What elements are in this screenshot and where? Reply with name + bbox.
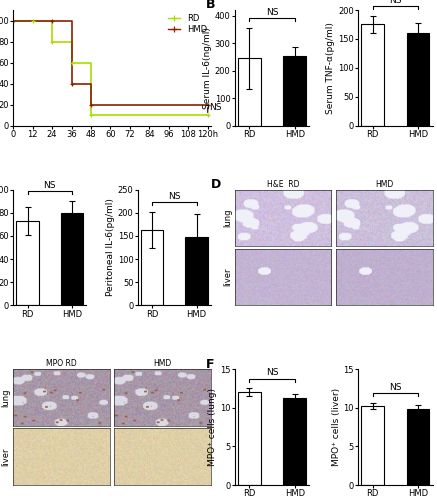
Text: NS: NS <box>266 368 278 378</box>
Text: D: D <box>211 178 221 192</box>
Title: H&E  RD: H&E RD <box>267 180 299 189</box>
Bar <box>284 398 306 485</box>
Bar <box>61 212 83 306</box>
Text: NS: NS <box>389 383 402 392</box>
Y-axis label: Serum IL-6(ng/ml): Serum IL-6(ng/ml) <box>203 27 212 109</box>
Y-axis label: lung: lung <box>223 208 232 227</box>
Title: HMD: HMD <box>154 360 172 368</box>
Bar <box>406 410 429 485</box>
Text: NS: NS <box>389 0 402 5</box>
Title: HMD: HMD <box>375 180 393 189</box>
Y-axis label: Serum TNF-α(pg/ml): Serum TNF-α(pg/ml) <box>326 22 335 114</box>
Bar <box>141 230 163 306</box>
Text: NS: NS <box>266 8 278 17</box>
Y-axis label: Peritoneal IL-6(pg/ml): Peritoneal IL-6(pg/ml) <box>106 198 115 296</box>
Y-axis label: MPO⁺ cells (lung): MPO⁺ cells (lung) <box>208 388 217 466</box>
Y-axis label: MPO⁺ cells (liver): MPO⁺ cells (liver) <box>332 388 340 466</box>
Text: F: F <box>206 358 215 370</box>
Bar <box>185 237 208 306</box>
Y-axis label: liver: liver <box>223 268 232 286</box>
Text: B: B <box>206 0 216 12</box>
Y-axis label: liver: liver <box>1 448 10 466</box>
Bar <box>284 56 306 126</box>
Bar <box>238 58 261 126</box>
Bar <box>361 406 384 485</box>
Title: MPO RD: MPO RD <box>46 360 77 368</box>
Text: NS: NS <box>209 104 222 112</box>
Bar <box>238 392 261 485</box>
Text: NS: NS <box>44 181 56 190</box>
Text: NS: NS <box>168 192 180 202</box>
Bar <box>17 221 38 306</box>
Y-axis label: lung: lung <box>1 388 10 406</box>
Legend: RD, HMD: RD, HMD <box>167 14 207 34</box>
Bar <box>406 33 429 126</box>
Bar <box>361 24 384 126</box>
